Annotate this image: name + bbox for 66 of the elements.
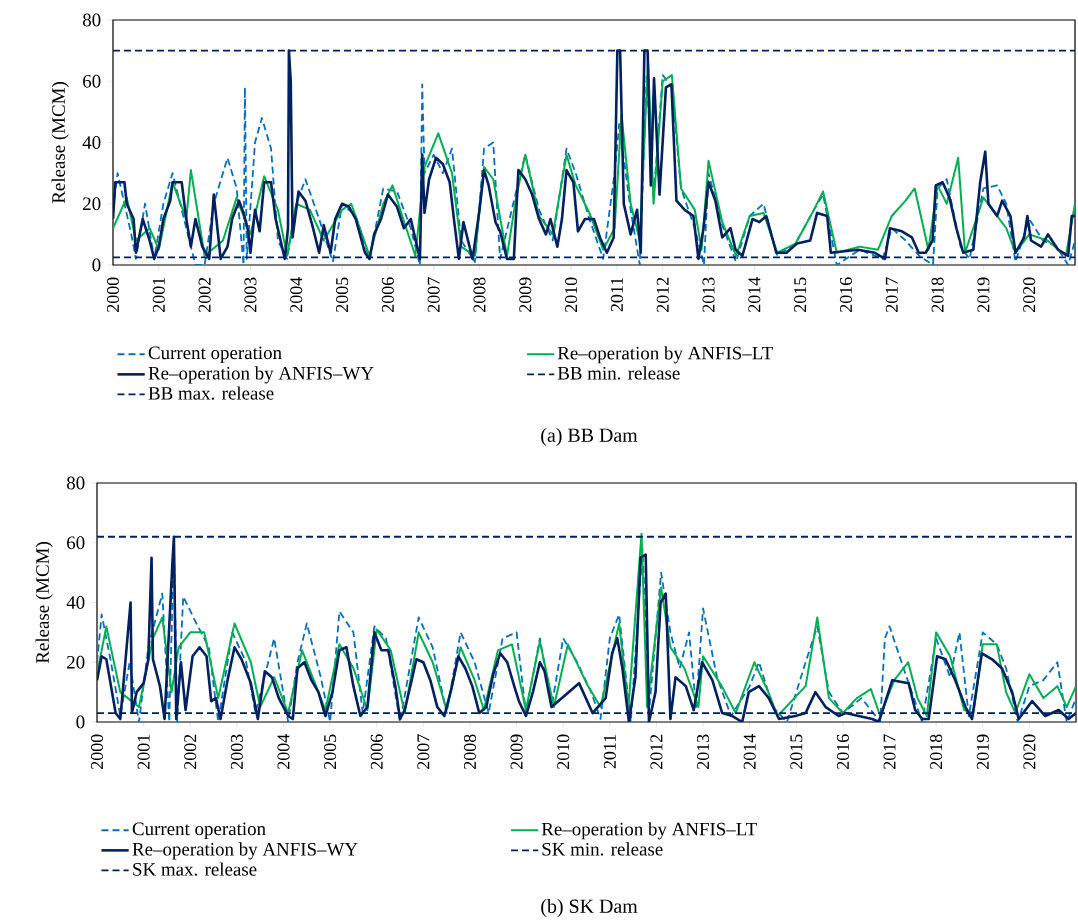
x-tick-label: 2020: [1023, 277, 1036, 313]
x-tick-label: 2001: [137, 735, 150, 770]
legend-label: Re–operation by ANFIS–WY: [148, 366, 374, 384]
x-tick-label: 2012: [650, 734, 663, 770]
x-tick-label: 2011: [603, 735, 616, 769]
x-tick-label: 2013: [702, 277, 715, 313]
x-tick-label: 2018: [931, 277, 944, 313]
x-tick-label: 2017: [885, 277, 898, 313]
x-tick-label: 2008: [473, 277, 486, 313]
x-tick-label: 2011: [610, 278, 623, 312]
x-tick-label: 2019: [976, 734, 989, 770]
x-tick-label: 2010: [565, 277, 578, 313]
x-tick-label: 2010: [557, 734, 570, 770]
x-tick-label: 2003: [230, 734, 243, 770]
x-tick-label: 2014: [743, 734, 756, 770]
x-tick-label: 2002: [184, 734, 197, 770]
text: (b) SK Dam: [541, 899, 638, 918]
x-tick-label: 2009: [510, 734, 523, 770]
legend-label: Re–operation by ANFIS–LT: [541, 822, 757, 840]
legend-label: SK min. release: [542, 842, 663, 856]
x-tick-label: 2001: [152, 278, 165, 313]
x-tick-label: 2007: [417, 734, 430, 770]
x-tick-label: 2005: [324, 734, 337, 770]
legend-label: SK max. release: [133, 862, 257, 876]
x-tick-label: 2006: [381, 277, 394, 313]
x-tick-label: 2006: [370, 734, 383, 770]
x-tick-label: 2019: [977, 277, 990, 313]
y-axis-title: Release (MCM): [35, 542, 53, 664]
y-axis-title: Release (MCM): [51, 82, 69, 204]
legend-label: Re–operation by ANFIS–LT: [557, 346, 773, 364]
y-tick-label: 80: [66, 476, 85, 490]
y-tick-label: 20: [83, 197, 101, 211]
y-tick-label: 0: [92, 258, 101, 272]
x-tick-label: 2000: [90, 734, 104, 770]
x-tick-label: 2003: [244, 277, 257, 313]
y-tick-label: 80: [82, 13, 101, 27]
x-tick-label: 2016: [839, 277, 853, 313]
x-tick-label: 2002: [198, 277, 211, 313]
legend-label: Current operation: [132, 822, 266, 840]
y-tick-label: 0: [76, 715, 85, 729]
x-tick-label: 2004: [290, 277, 303, 313]
x-tick-label: 2013: [697, 734, 710, 770]
x-tick-label: 2015: [790, 734, 803, 770]
x-tick-label: 2005: [336, 277, 349, 313]
x-tick-label: 2009: [519, 277, 532, 313]
legend-label: BB min. release: [557, 366, 680, 380]
y-tick-label: 40: [66, 596, 85, 610]
legend-label: Re–operation by ANFIS–WY: [132, 842, 358, 860]
legend-label: Current operation: [148, 346, 282, 364]
y-tick-label: 20: [67, 656, 85, 669]
x-tick-label: 2018: [930, 734, 943, 770]
y-tick-label: 40: [82, 136, 101, 150]
x-tick-label: 2014: [748, 277, 761, 313]
legend-label: BB max. release: [148, 386, 274, 400]
x-tick-label: 2004: [277, 734, 290, 770]
y-tick-label: 60: [83, 75, 101, 88]
x-tick-label: 2007: [427, 277, 440, 313]
x-tick-label: 2000: [106, 277, 120, 313]
y-tick-label: 60: [67, 536, 85, 550]
x-tick-label: 2020: [1023, 734, 1036, 770]
x-tick-label: 2015: [794, 277, 807, 313]
x-tick-label: 2012: [656, 277, 669, 313]
x-tick-label: 2008: [463, 734, 477, 770]
text: (a) BB Dam: [541, 428, 638, 447]
x-tick-label: 2017: [883, 734, 896, 770]
x-tick-label: 2016: [836, 734, 849, 770]
